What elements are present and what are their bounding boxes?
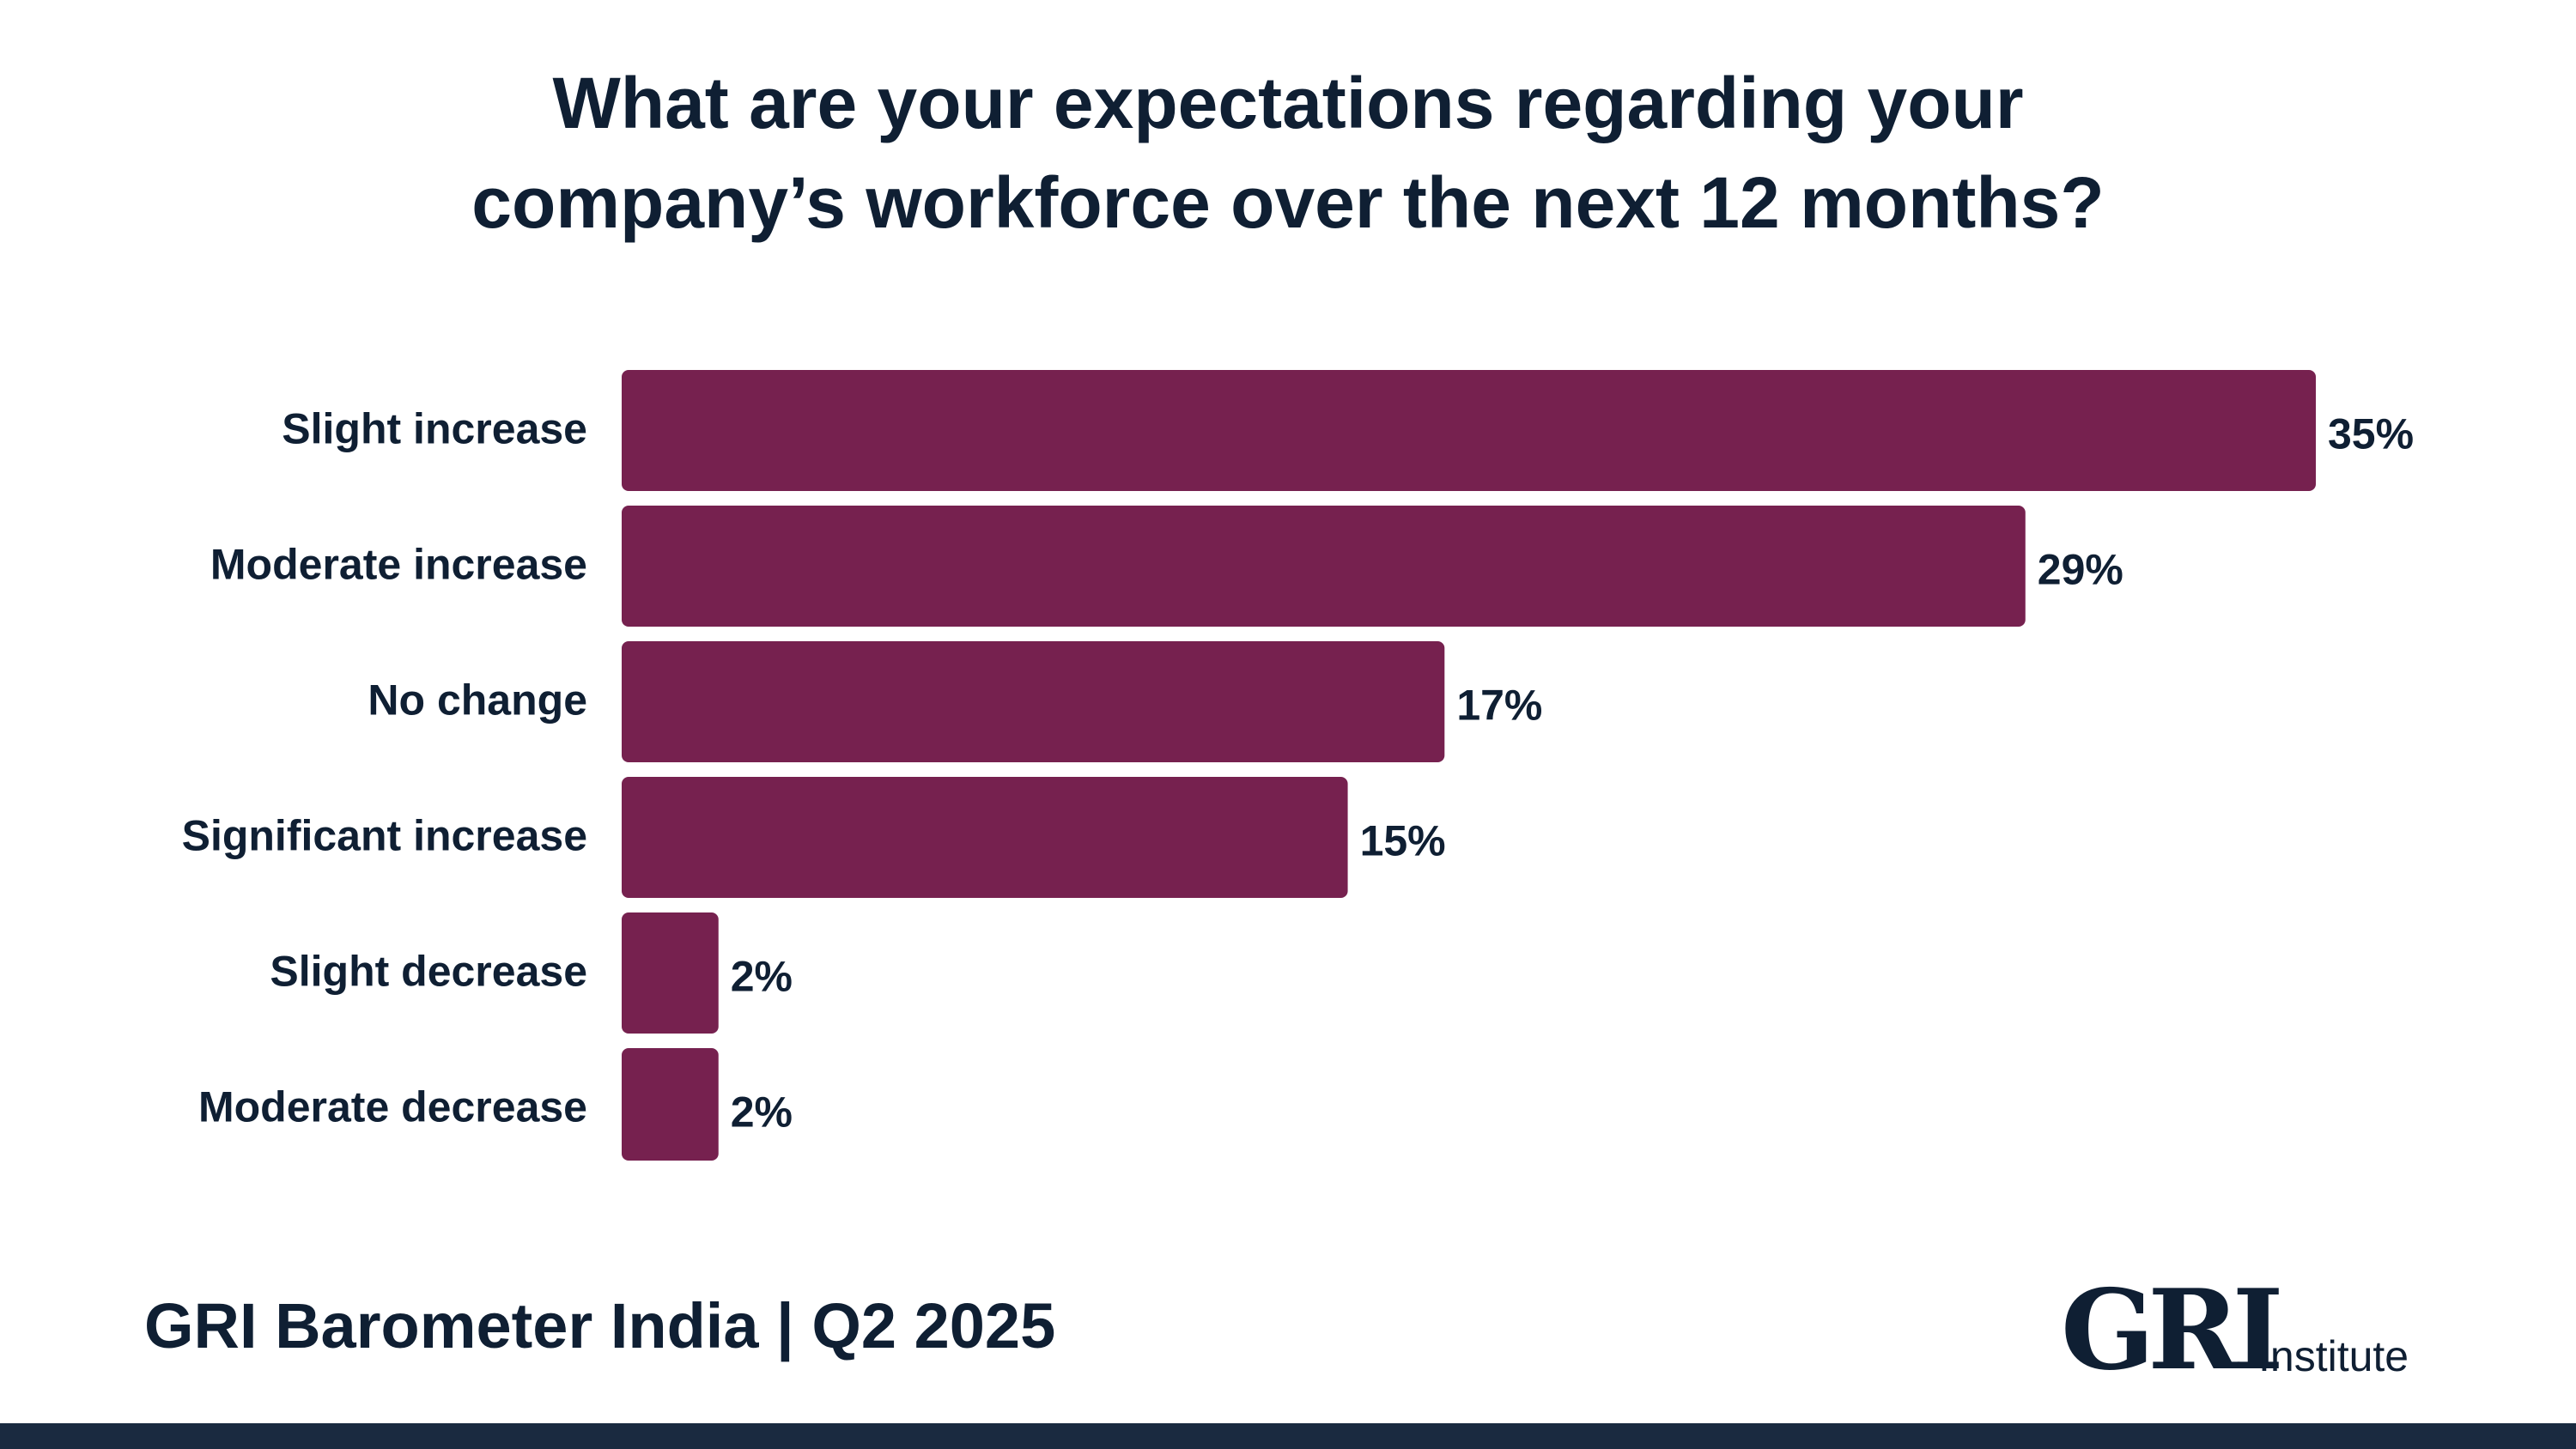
bar-moderate-increase [622, 506, 2026, 627]
bar-slight-decrease [622, 912, 719, 1034]
footer-title: GRI Barometer India | Q2 2025 [144, 1290, 1056, 1361]
value-label-slight-decrease: 2% [731, 953, 793, 1001]
bottom-band [0, 1423, 2576, 1449]
category-label-slight-decrease: Slight decrease [270, 948, 587, 996]
chart-title-line-1: What are your expectations regarding you… [552, 63, 2024, 143]
value-label-moderate-increase: 29% [2038, 546, 2123, 594]
gri-institute-logo: GRI Institute [2061, 1276, 2447, 1387]
category-label-slight-increase: Slight increase [282, 405, 587, 453]
category-label-moderate-increase: Moderate increase [210, 541, 587, 589]
value-label-slight-increase: 35% [2328, 410, 2414, 458]
bar-moderate-decrease [622, 1048, 719, 1161]
value-label-significant-increase: 15% [1360, 817, 1446, 865]
category-label-no-change: No change [368, 676, 587, 724]
value-label-no-change: 17% [1456, 682, 1542, 730]
chart-title: What are your expectations regarding you… [0, 53, 2576, 252]
value-label-moderate-decrease: 2% [731, 1088, 793, 1137]
bar-significant-increase [622, 777, 1348, 898]
gri-logo-mark: GRI [2061, 1266, 2284, 1395]
bar-no-change [622, 641, 1445, 762]
category-label-moderate-decrease: Moderate decrease [198, 1083, 587, 1131]
bar-slight-increase [622, 370, 2316, 491]
gri-logo-word: Institute [2258, 1332, 2409, 1380]
category-label-significant-increase: Significant increase [182, 812, 587, 860]
chart-title-line-2: company’s workforce over the next 12 mon… [471, 162, 2105, 243]
bars-group: Slight increase 35% Moderate increase 29% No… [182, 370, 2414, 1161]
